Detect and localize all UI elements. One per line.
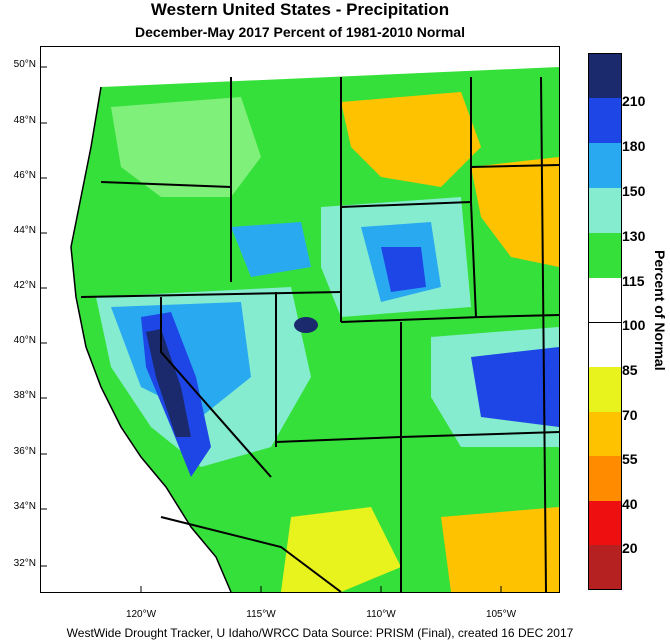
legend-swatch-gt210 <box>589 54 621 98</box>
lat-label-46: 46°N <box>13 170 36 181</box>
legend-label-70: 70 <box>622 407 638 423</box>
precipitation-map <box>40 46 560 593</box>
legend-label-20: 20 <box>622 540 638 556</box>
legend-label-115: 115 <box>622 273 645 289</box>
lon-label-115w: 115°W <box>246 609 276 620</box>
lat-label-36: 36°N <box>13 446 36 457</box>
legend-swatch-40-55 <box>589 456 621 501</box>
legend-label-180: 180 <box>622 138 646 154</box>
legend-title: Percent of Normal <box>652 250 668 371</box>
lat-label-50: 50°N <box>13 59 36 70</box>
region-idaho-blue <box>231 222 311 277</box>
region-montana-dry <box>341 92 481 187</box>
legend-swatch-150-180 <box>589 143 621 188</box>
great-salt-lake <box>294 317 318 333</box>
region-wyoming-dark <box>381 247 426 292</box>
legend-swatch-55-70 <box>589 412 621 456</box>
legend-swatch-70-85 <box>589 367 621 412</box>
lat-ticks <box>41 66 47 567</box>
legend-label-210: 210 <box>622 93 646 109</box>
region-sierra-core <box>146 329 191 437</box>
lon-label-120w: 120°W <box>125 609 157 620</box>
lon-ticks <box>140 586 502 592</box>
legend-colorbar <box>588 53 622 590</box>
legend-swatch-180-210 <box>589 98 621 143</box>
lat-label-48: 48°N <box>13 115 36 126</box>
legend-label-130: 130 <box>622 228 646 244</box>
lat-label-38: 38°N <box>13 390 36 401</box>
chart-subtitle: December-May 2017 Percent of 1981-2010 N… <box>135 24 465 40</box>
legend-label-150: 150 <box>622 183 646 199</box>
map-svg <box>41 47 559 592</box>
lat-label-32: 32°N <box>13 558 36 569</box>
source-credit: WestWide Drought Tracker, U Idaho/WRCC D… <box>66 626 574 640</box>
legend-label-85: 85 <box>622 362 638 378</box>
chart-title: Western United States - Precipitation <box>150 0 450 19</box>
legend-label-40: 40 <box>622 496 638 512</box>
coastline <box>70 86 232 592</box>
lat-label-34: 34°N <box>13 501 36 512</box>
legend-label-55: 55 <box>622 451 638 467</box>
lon-label-110w: 110°W <box>366 609 396 620</box>
region-southwest-dry <box>281 507 401 592</box>
region-newmexico-dry <box>441 507 559 592</box>
lon-label-105w: 105°W <box>485 609 517 620</box>
legend-label-100: 100 <box>622 317 646 333</box>
legend-swatch-115-130 <box>589 233 621 278</box>
legend-swatch-100-115 <box>589 278 621 322</box>
region-colorado-blue <box>471 347 559 427</box>
lat-label-44: 44°N <box>13 225 36 236</box>
lat-label-42: 42°N <box>13 280 36 291</box>
lat-label-40: 40°N <box>13 335 36 346</box>
legend-swatch-85-100 <box>589 322 621 368</box>
legend-swatch-20-40 <box>589 501 621 545</box>
region-nw-lightgreen <box>111 97 261 197</box>
legend-swatch-130-150 <box>589 188 621 233</box>
legend-swatch-lt20 <box>589 545 621 589</box>
state-boundaries <box>80 76 559 592</box>
region-dakota-dry <box>471 157 559 267</box>
